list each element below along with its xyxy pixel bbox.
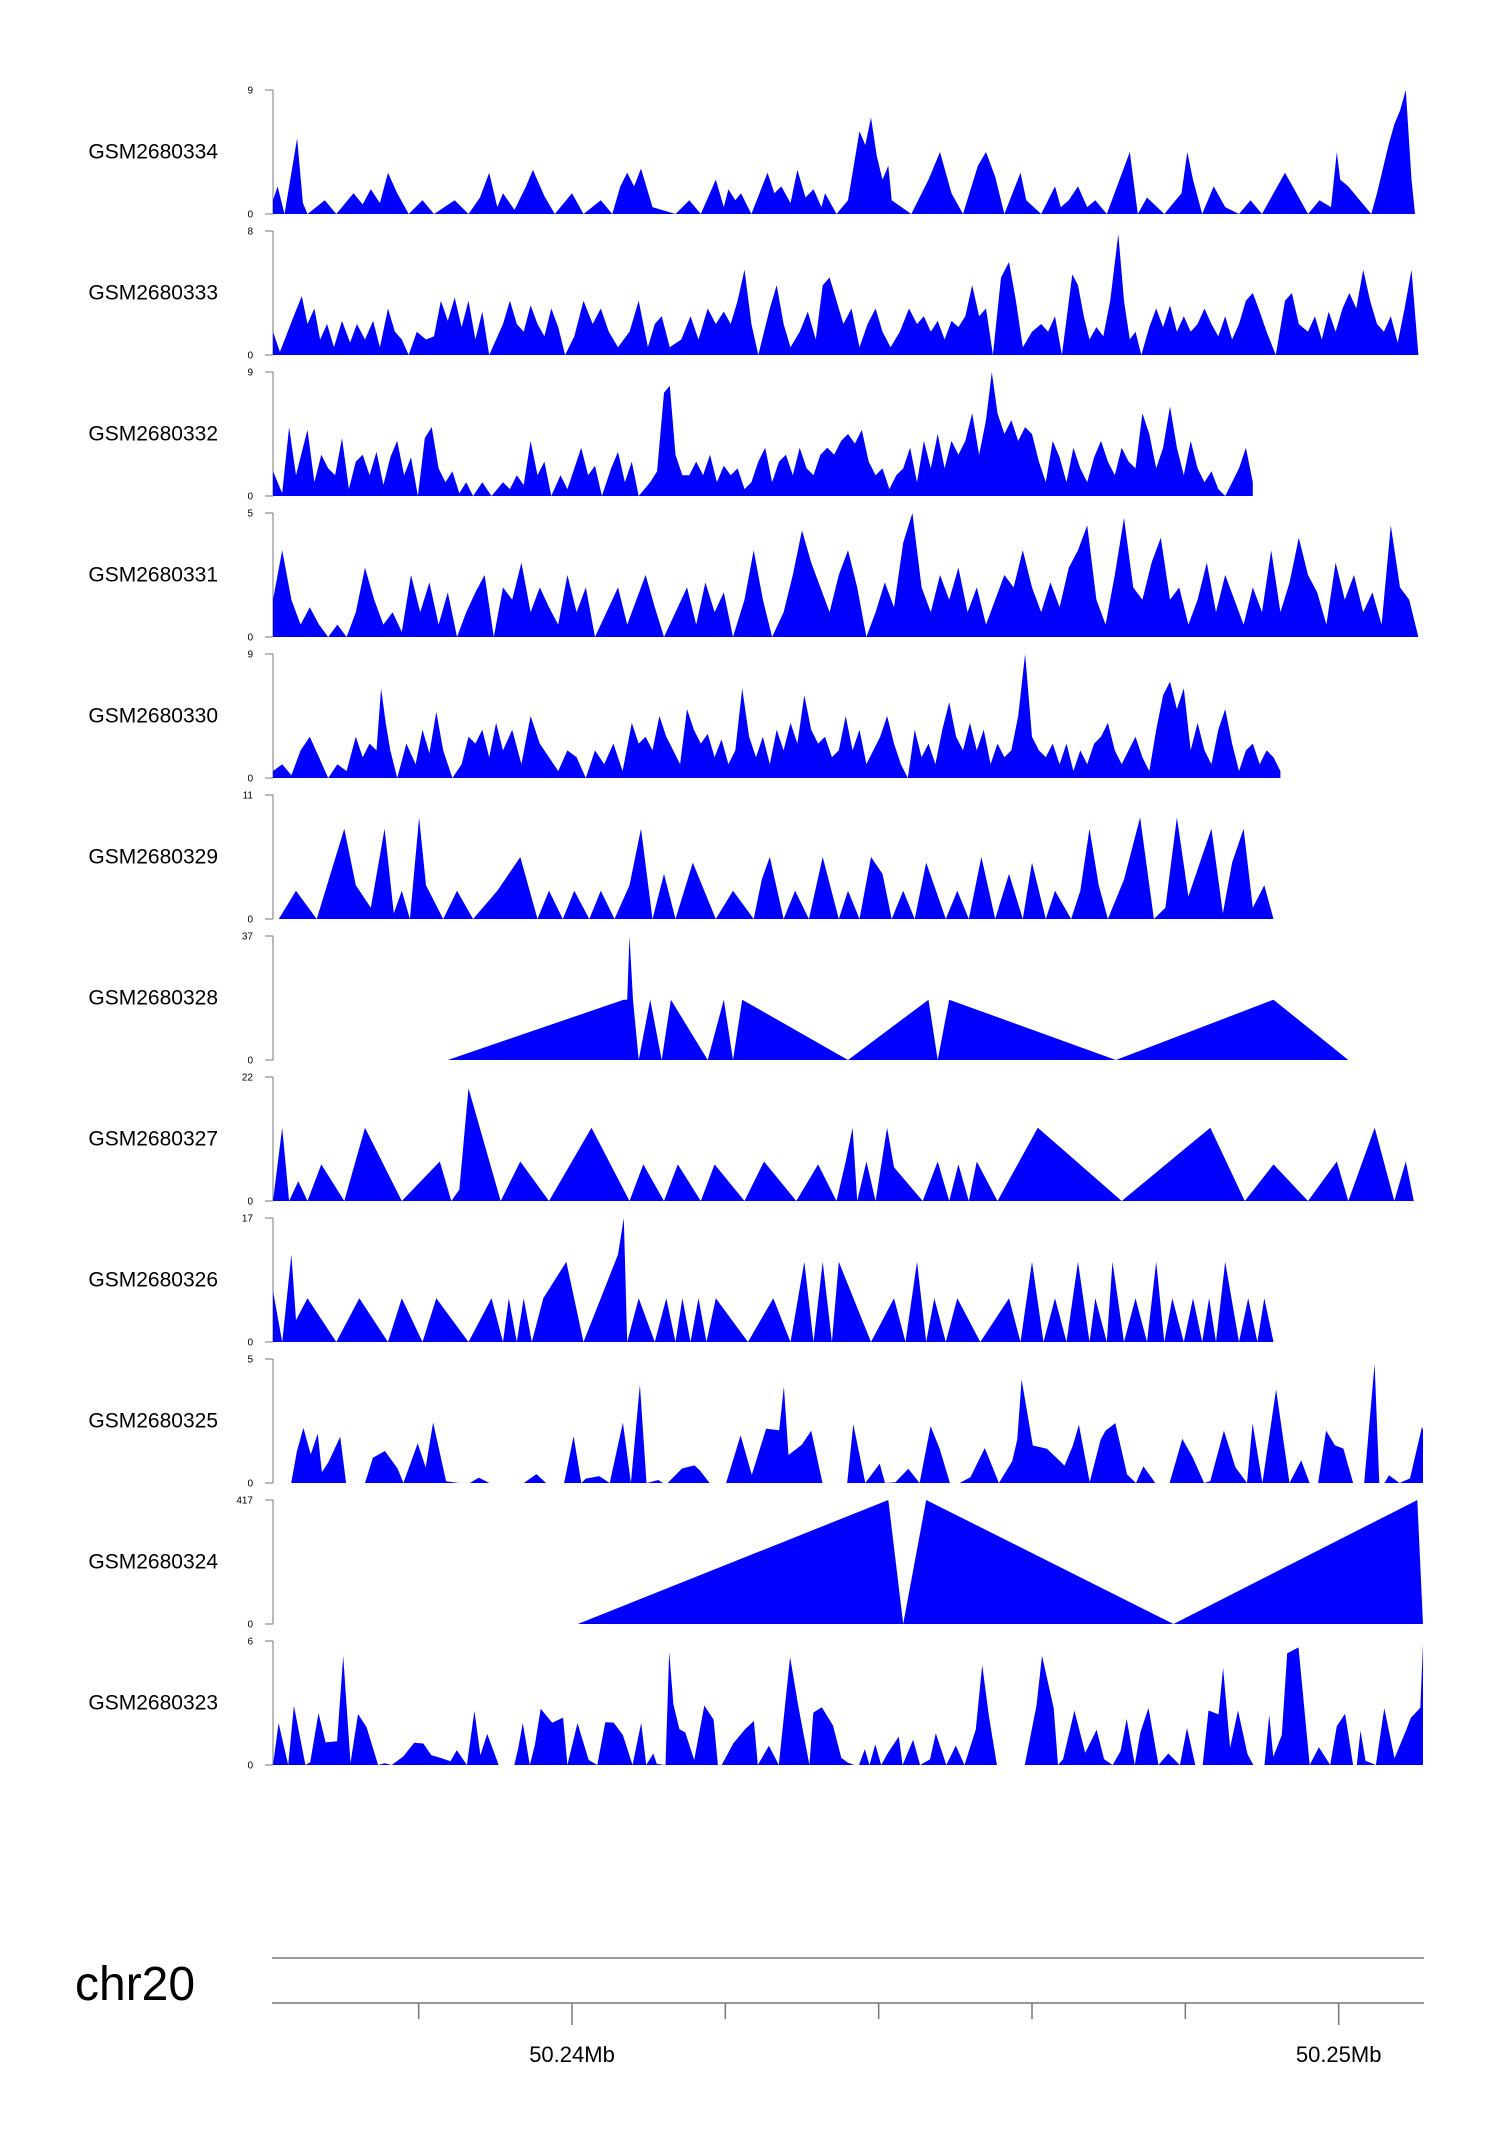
y-min-label: 0 bbox=[247, 1338, 253, 1349]
y-max-label: 22 bbox=[242, 1073, 254, 1084]
y-min-label: 0 bbox=[247, 492, 253, 503]
coverage-area bbox=[577, 1500, 1423, 1624]
y-min-label: 0 bbox=[247, 633, 253, 644]
y-max-label: 37 bbox=[242, 932, 254, 943]
coverage-area bbox=[273, 654, 1281, 778]
y-min-label: 0 bbox=[247, 351, 253, 362]
coverage-area bbox=[273, 372, 1253, 496]
y-min-label: 0 bbox=[247, 1620, 253, 1631]
coverage-area bbox=[278, 817, 1274, 919]
coverage-area bbox=[273, 90, 1415, 214]
y-max-label: 9 bbox=[247, 86, 253, 97]
track-GSM2680325: GSM2680325 5 0 bbox=[88, 1355, 1423, 1490]
track-label: GSM2680324 bbox=[88, 1551, 218, 1574]
track-label: GSM2680325 bbox=[88, 1410, 218, 1433]
y-min-label: 0 bbox=[247, 1056, 253, 1067]
track-GSM2680328: GSM2680328 37 0 bbox=[88, 932, 1349, 1067]
track-GSM2680334: GSM2680334 9 0 bbox=[88, 86, 1415, 221]
track-label: GSM2680328 bbox=[88, 987, 218, 1010]
y-max-label: 5 bbox=[247, 509, 253, 520]
y-max-label: 6 bbox=[247, 1637, 253, 1648]
track-GSM2680324: GSM2680324 417 0 bbox=[88, 1496, 1423, 1631]
track-label: GSM2680323 bbox=[88, 1692, 218, 1715]
track-label: GSM2680326 bbox=[88, 1269, 218, 1292]
y-max-label: 9 bbox=[247, 650, 253, 661]
coverage-area bbox=[447, 936, 1349, 1060]
y-max-label: 417 bbox=[236, 1496, 253, 1507]
track-label: GSM2680333 bbox=[88, 282, 218, 305]
track-label: GSM2680331 bbox=[88, 564, 218, 587]
chromosome-label: chr20 bbox=[75, 1958, 195, 2011]
y-max-label: 5 bbox=[247, 1355, 253, 1366]
y-min-label: 0 bbox=[247, 210, 253, 221]
axis-tick-label: 50.24Mb bbox=[529, 2042, 615, 2067]
y-min-label: 0 bbox=[247, 1479, 253, 1490]
track-GSM2680330: GSM2680330 9 0 bbox=[88, 650, 1281, 785]
y-min-label: 0 bbox=[247, 915, 253, 926]
coverage-area bbox=[273, 1218, 1274, 1342]
coverage-area bbox=[273, 234, 1419, 355]
track-GSM2680327: GSM2680327 22 0 bbox=[88, 1073, 1414, 1208]
track-label: GSM2680330 bbox=[88, 705, 218, 728]
track-GSM2680333: GSM2680333 8 0 bbox=[88, 227, 1419, 362]
y-max-label: 8 bbox=[247, 227, 253, 238]
track-label: GSM2680327 bbox=[88, 1128, 218, 1151]
track-GSM2680329: GSM2680329 11 0 bbox=[88, 791, 1274, 926]
track-GSM2680331: GSM2680331 5 0 bbox=[88, 509, 1419, 644]
coverage-area bbox=[273, 1088, 1414, 1201]
track-label: GSM2680329 bbox=[88, 846, 218, 869]
y-min-label: 0 bbox=[247, 774, 253, 785]
coverage-area bbox=[273, 1363, 1423, 1483]
y-min-label: 0 bbox=[247, 1197, 253, 1208]
genome-axis: chr20 50.24Mb 50.25Mb bbox=[75, 1957, 1424, 2067]
axis-tick-label: 50.25Mb bbox=[1296, 2042, 1382, 2067]
y-max-label: 17 bbox=[242, 1214, 254, 1225]
track-list: GSM268033490GSM268033380GSM268033290GSM2… bbox=[88, 86, 1423, 1772]
track-GSM2680323: GSM2680323 6 0 bbox=[88, 1637, 1423, 1772]
y-max-label: 11 bbox=[243, 791, 254, 802]
coverage-area bbox=[273, 1643, 1423, 1765]
track-GSM2680332: GSM2680332 9 0 bbox=[88, 368, 1253, 503]
coverage-area bbox=[273, 513, 1419, 637]
track-label: GSM2680332 bbox=[88, 423, 218, 446]
y-max-label: 9 bbox=[247, 368, 253, 379]
y-min-label: 0 bbox=[247, 1761, 253, 1772]
track-label: GSM2680334 bbox=[88, 141, 218, 164]
track-GSM2680326: GSM2680326 17 0 bbox=[88, 1214, 1274, 1349]
